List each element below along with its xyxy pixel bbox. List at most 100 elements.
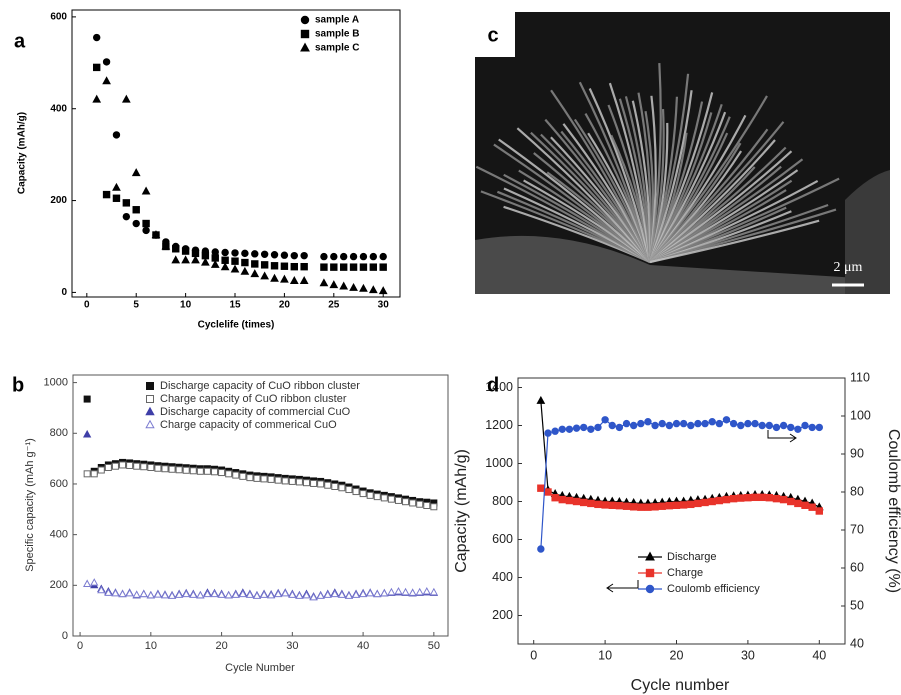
x-tick-label: 10 bbox=[598, 648, 612, 662]
x-tick-label: 25 bbox=[328, 300, 340, 311]
data-point bbox=[594, 500, 602, 509]
data-point bbox=[558, 425, 566, 433]
data-point bbox=[368, 285, 378, 294]
data-point bbox=[687, 421, 695, 430]
data-point bbox=[139, 589, 148, 598]
fiber bbox=[498, 138, 651, 263]
data-point bbox=[324, 481, 332, 489]
data-point bbox=[83, 395, 91, 403]
data-point bbox=[280, 262, 289, 270]
data-point bbox=[409, 499, 417, 507]
data-point bbox=[203, 589, 212, 598]
data-point bbox=[687, 500, 695, 509]
data-point bbox=[608, 421, 616, 430]
data-point bbox=[131, 168, 141, 177]
x-tick-label: 15 bbox=[229, 300, 241, 311]
data-point bbox=[330, 252, 338, 261]
data-point bbox=[232, 471, 240, 479]
data-point bbox=[394, 496, 402, 504]
data-point bbox=[182, 466, 190, 474]
data-point bbox=[537, 484, 545, 492]
data-point bbox=[181, 247, 190, 255]
data-point bbox=[551, 494, 559, 502]
data-point bbox=[259, 590, 269, 598]
y2-axis-label: Coulomb efficiency (%) bbox=[885, 429, 901, 593]
data-point bbox=[665, 501, 674, 510]
y-tick-label: 1000 bbox=[44, 377, 68, 389]
data-point bbox=[373, 589, 382, 598]
panel-label: c bbox=[487, 24, 498, 46]
data-point bbox=[815, 507, 823, 515]
fiber bbox=[550, 89, 651, 263]
y-tick-label: 0 bbox=[61, 287, 67, 298]
data-point bbox=[339, 252, 348, 261]
fiber bbox=[649, 219, 820, 264]
y2-tick-label: 80 bbox=[850, 484, 864, 498]
data-point bbox=[160, 590, 170, 599]
data-point bbox=[181, 255, 190, 264]
x-tick-label: 40 bbox=[357, 640, 369, 652]
panel-label: d bbox=[487, 374, 499, 396]
data-point bbox=[359, 263, 368, 271]
data-point bbox=[224, 590, 233, 599]
data-point bbox=[191, 255, 200, 264]
data-point bbox=[601, 501, 609, 509]
data-point bbox=[779, 421, 788, 430]
legend-label: Charge bbox=[667, 567, 703, 579]
data-point bbox=[121, 94, 131, 103]
data-point bbox=[722, 416, 731, 424]
data-point bbox=[644, 503, 652, 511]
data-point bbox=[708, 418, 716, 426]
data-point bbox=[429, 587, 438, 596]
legend-marker bbox=[145, 419, 155, 429]
data-point bbox=[270, 251, 279, 259]
data-point bbox=[331, 482, 339, 490]
y-axis-label: Capacity (mAh/g) bbox=[453, 449, 470, 573]
data-point bbox=[253, 474, 261, 482]
data-point bbox=[587, 425, 595, 433]
data-point bbox=[339, 281, 349, 290]
data-point bbox=[141, 186, 151, 195]
data-point bbox=[300, 251, 308, 260]
data-point bbox=[352, 488, 360, 496]
data-point bbox=[808, 423, 816, 432]
data-point bbox=[267, 475, 275, 483]
data-point bbox=[779, 495, 788, 504]
data-point bbox=[203, 467, 211, 475]
data-point bbox=[132, 219, 140, 228]
data-point bbox=[694, 419, 702, 428]
data-point bbox=[579, 498, 588, 507]
data-point bbox=[316, 591, 325, 599]
data-point bbox=[744, 494, 752, 502]
data-point bbox=[220, 262, 230, 271]
legend-marker bbox=[145, 406, 155, 416]
data-point bbox=[251, 250, 259, 258]
data-point bbox=[608, 501, 616, 510]
arrow bbox=[606, 580, 639, 593]
data-point bbox=[339, 263, 348, 271]
data-point bbox=[601, 416, 609, 424]
data-point bbox=[815, 423, 823, 432]
plot-frame bbox=[71, 9, 401, 298]
data-point bbox=[299, 276, 309, 284]
y-tick-label: 400 bbox=[492, 570, 513, 584]
x-tick-label: 20 bbox=[215, 640, 227, 652]
data-point bbox=[83, 429, 92, 438]
data-point bbox=[122, 212, 131, 221]
data-point bbox=[637, 503, 645, 511]
data-point bbox=[231, 257, 239, 265]
data-point bbox=[715, 419, 724, 428]
data-point bbox=[387, 495, 395, 503]
data-point bbox=[111, 588, 120, 597]
data-point bbox=[565, 425, 574, 433]
data-point bbox=[251, 260, 259, 268]
y-tick-label: 200 bbox=[50, 195, 67, 206]
data-point bbox=[310, 479, 318, 487]
x-tick-label: 10 bbox=[180, 300, 192, 311]
data-point bbox=[238, 589, 247, 598]
x-tick-label: 10 bbox=[145, 640, 157, 652]
data-point bbox=[90, 470, 98, 478]
data-point bbox=[402, 498, 410, 506]
data-point bbox=[338, 484, 346, 492]
fiber bbox=[588, 88, 652, 263]
